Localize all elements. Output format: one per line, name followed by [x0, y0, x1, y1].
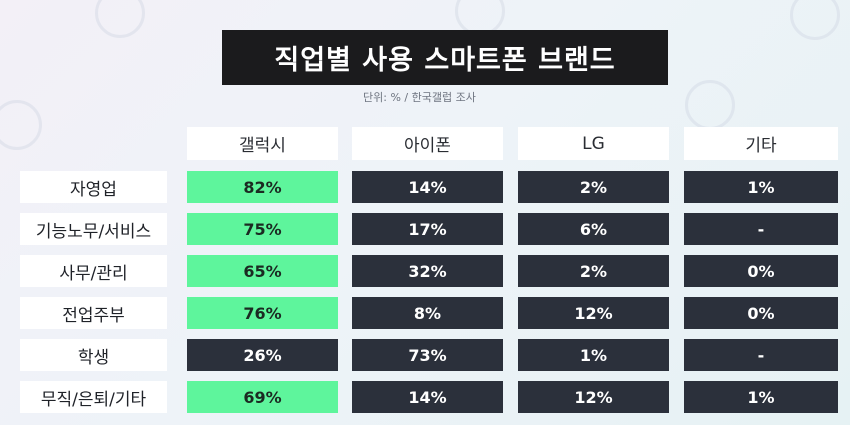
- cell: 0%: [684, 255, 838, 287]
- cell: 26%: [187, 339, 338, 371]
- decoration: [95, 0, 145, 38]
- row-label: 전업주부: [20, 297, 167, 329]
- cell: 82%: [187, 171, 338, 203]
- column-header: 아이폰: [352, 127, 503, 160]
- cell: 2%: [518, 255, 669, 287]
- decoration: [790, 0, 840, 40]
- cell: 1%: [684, 381, 838, 413]
- cell: 12%: [518, 297, 669, 329]
- decoration: [0, 100, 42, 150]
- subtitle: 단위: % / 한국갤럽 조사: [363, 91, 476, 104]
- cell: 1%: [518, 339, 669, 371]
- cell: 32%: [352, 255, 503, 287]
- cell: 12%: [518, 381, 669, 413]
- row-label: 학생: [20, 339, 167, 371]
- column-header: 기타: [684, 127, 838, 160]
- decoration: [685, 80, 735, 130]
- cell: 76%: [187, 297, 338, 329]
- cell: 0%: [684, 297, 838, 329]
- cell: 73%: [352, 339, 503, 371]
- row-label: 자영업: [20, 171, 167, 203]
- row-label: 사무/관리: [20, 255, 167, 287]
- column-header: LG: [518, 127, 669, 160]
- cell: 75%: [187, 213, 338, 245]
- column-header: 갤럭시: [187, 127, 338, 160]
- cell: 8%: [352, 297, 503, 329]
- cell: 69%: [187, 381, 338, 413]
- cell: 2%: [518, 171, 669, 203]
- row-label: 무직/은퇴/기타: [20, 381, 167, 413]
- cell: 14%: [352, 171, 503, 203]
- cell: 65%: [187, 255, 338, 287]
- title: 직업별 사용 스마트폰 브랜드: [222, 30, 668, 85]
- cell: -: [684, 213, 838, 245]
- row-label: 기능노무/서비스: [20, 213, 167, 245]
- cell: 14%: [352, 381, 503, 413]
- cell: 17%: [352, 213, 503, 245]
- cell: 6%: [518, 213, 669, 245]
- cell: -: [684, 339, 838, 371]
- cell: 1%: [684, 171, 838, 203]
